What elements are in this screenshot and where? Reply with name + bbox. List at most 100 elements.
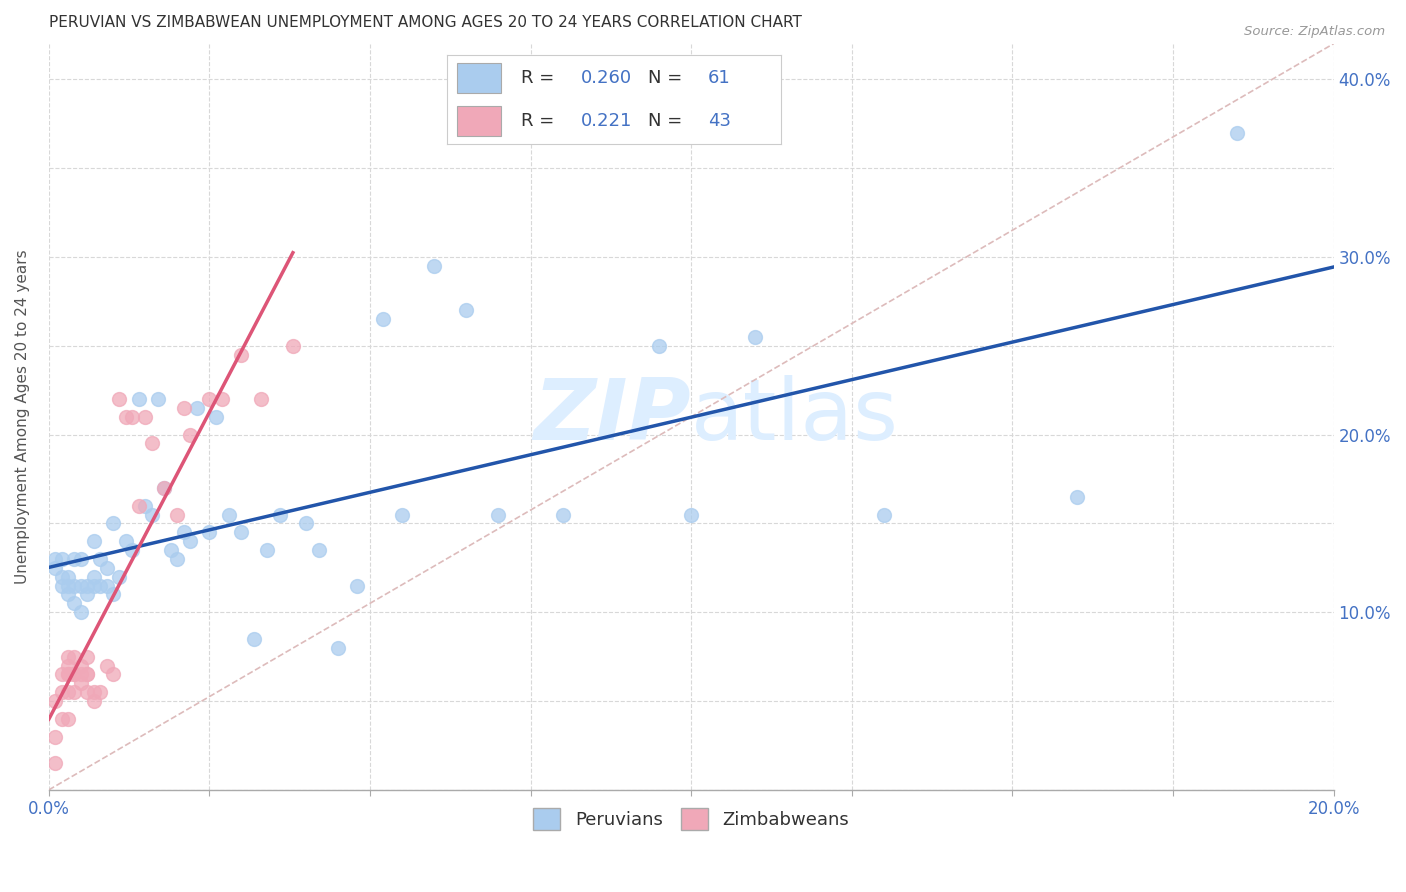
Point (51, 667, 73, 681)
Point (173, 401, 195, 415)
Y-axis label: Unemployment Among Ages 20 to 24 years: Unemployment Among Ages 20 to 24 years (15, 250, 30, 584)
Point (115, 409, 138, 424)
Point (166, 508, 188, 522)
Point (76, 587, 98, 601)
Point (108, 570, 131, 584)
Point (153, 481, 176, 495)
Point (141, 436, 163, 450)
Point (423, 259, 446, 273)
Text: Source: ZipAtlas.com: Source: ZipAtlas.com (1244, 25, 1385, 38)
Point (89, 578, 111, 592)
Point (173, 525, 195, 540)
Point (101, 587, 124, 601)
Text: atlas: atlas (692, 376, 900, 458)
Point (551, 508, 574, 522)
Point (115, 534, 138, 549)
Point (89, 552, 111, 566)
Point (346, 578, 368, 592)
Point (44, 694, 66, 708)
Point (63, 685, 86, 699)
Text: ZIP: ZIP (533, 376, 692, 458)
Point (179, 427, 201, 442)
Point (51, 578, 73, 592)
Point (108, 392, 131, 406)
Point (51, 685, 73, 699)
Point (281, 339, 304, 353)
Point (326, 640, 349, 655)
Point (166, 552, 188, 566)
Point (63, 596, 86, 610)
Point (44, 756, 66, 771)
Point (1066, 490, 1088, 504)
Point (204, 409, 226, 424)
Point (96, 561, 118, 575)
Point (146, 392, 169, 406)
Point (51, 712, 73, 726)
Point (179, 534, 201, 549)
Point (56, 658, 79, 673)
Point (70, 658, 93, 673)
Point (76, 667, 98, 681)
Point (70, 676, 93, 690)
Point (141, 508, 163, 522)
Point (56, 570, 79, 584)
Point (269, 508, 291, 522)
Point (249, 392, 271, 406)
Point (44, 561, 66, 575)
Point (294, 516, 316, 531)
Point (44, 552, 66, 566)
Point (56, 712, 79, 726)
Point (83, 578, 105, 592)
Point (121, 543, 143, 558)
Point (56, 685, 79, 699)
Point (70, 605, 93, 619)
Point (63, 552, 86, 566)
Point (96, 658, 118, 673)
Point (63, 578, 86, 592)
Point (76, 667, 98, 681)
Point (56, 667, 79, 681)
Point (56, 649, 79, 664)
Point (744, 330, 766, 344)
Point (63, 667, 86, 681)
Text: PERUVIAN VS ZIMBABWEAN UNEMPLOYMENT AMONG AGES 20 TO 24 YEARS CORRELATION CHART: PERUVIAN VS ZIMBABWEAN UNEMPLOYMENT AMON… (49, 15, 801, 30)
Point (134, 499, 156, 513)
Point (121, 409, 143, 424)
Point (83, 570, 105, 584)
Point (128, 392, 150, 406)
Point (89, 685, 111, 699)
Point (56, 578, 79, 592)
Point (56, 587, 79, 601)
Point (391, 508, 413, 522)
Point (648, 339, 671, 353)
Point (83, 694, 105, 708)
Point (101, 667, 124, 681)
Point (56, 667, 79, 681)
Point (70, 578, 93, 592)
Point (243, 632, 266, 646)
Point (134, 409, 156, 424)
Point (51, 552, 73, 566)
Point (1226, 126, 1249, 140)
Point (76, 578, 98, 592)
Point (211, 392, 233, 406)
Point (308, 543, 330, 558)
Point (873, 508, 896, 522)
Point (186, 401, 208, 415)
Point (51, 570, 73, 584)
Point (70, 552, 93, 566)
Point (153, 481, 176, 495)
Point (70, 667, 93, 681)
Point (63, 649, 86, 664)
Point (231, 525, 253, 540)
Point (488, 508, 510, 522)
Point (256, 543, 278, 558)
Point (198, 392, 221, 406)
Point (198, 525, 221, 540)
Point (76, 649, 98, 664)
Point (456, 303, 478, 318)
Point (231, 348, 253, 362)
Point (83, 685, 105, 699)
Point (76, 685, 98, 699)
Point (371, 312, 394, 326)
